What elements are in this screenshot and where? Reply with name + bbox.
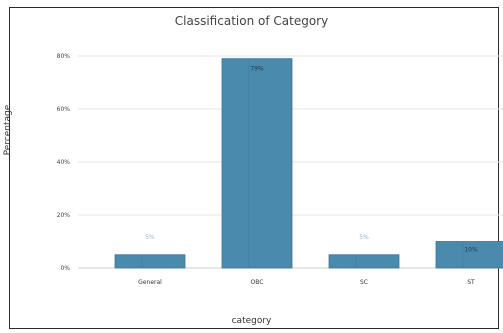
- data-label: 10%: [464, 247, 478, 254]
- data-label: 79%: [250, 66, 264, 73]
- chart-title: Classification of Category: [174, 14, 329, 28]
- bar-outline: [328, 254, 400, 269]
- bar: [436, 241, 503, 268]
- y-tick-label: 0%: [60, 265, 70, 272]
- bar-outline: [114, 254, 186, 269]
- bar: [115, 254, 185, 268]
- bar-outline: [221, 58, 293, 269]
- data-label: 5%: [145, 234, 155, 241]
- bar: [329, 254, 399, 268]
- data-label: 5%: [359, 234, 369, 241]
- x-tick-label: ST: [467, 279, 475, 286]
- y-tick-label: 80%: [57, 53, 71, 60]
- bar-outline: [435, 241, 503, 269]
- x-tick-label: OBC: [251, 279, 264, 286]
- x-tick-label: SC: [360, 279, 368, 286]
- bar: [222, 58, 292, 269]
- y-tick-label: 60%: [57, 106, 71, 113]
- x-tick-label: General: [138, 279, 162, 286]
- y-tick-label: 40%: [57, 159, 71, 166]
- y-tick-label: 20%: [57, 212, 71, 219]
- x-axis-title: category: [231, 316, 272, 326]
